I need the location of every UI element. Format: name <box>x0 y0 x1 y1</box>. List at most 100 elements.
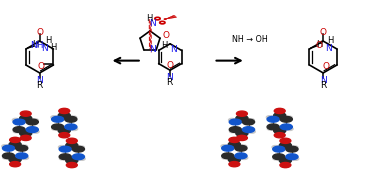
Text: O: O <box>167 61 174 70</box>
Circle shape <box>274 113 286 118</box>
Circle shape <box>229 137 240 142</box>
Circle shape <box>287 116 292 119</box>
Circle shape <box>293 146 298 149</box>
Text: O: O <box>315 41 322 50</box>
Circle shape <box>229 162 240 167</box>
Circle shape <box>267 116 279 122</box>
Text: H: H <box>45 36 52 45</box>
Circle shape <box>280 138 291 143</box>
Circle shape <box>20 131 32 136</box>
Circle shape <box>52 116 64 122</box>
Circle shape <box>241 156 248 159</box>
Circle shape <box>274 128 286 134</box>
Circle shape <box>2 145 8 148</box>
Circle shape <box>58 113 70 118</box>
Circle shape <box>242 127 254 132</box>
Text: O: O <box>38 62 45 71</box>
Circle shape <box>222 153 234 159</box>
Circle shape <box>164 19 166 20</box>
Text: N: N <box>320 76 327 85</box>
Circle shape <box>267 127 273 130</box>
Circle shape <box>9 142 21 147</box>
Circle shape <box>279 142 291 148</box>
Circle shape <box>3 153 15 159</box>
Circle shape <box>3 156 8 159</box>
Polygon shape <box>165 15 175 19</box>
Circle shape <box>267 124 279 130</box>
Circle shape <box>10 137 20 142</box>
Circle shape <box>22 145 28 148</box>
Text: O: O <box>320 28 327 37</box>
Text: N: N <box>170 45 177 54</box>
Circle shape <box>249 130 255 133</box>
Circle shape <box>249 119 254 121</box>
Circle shape <box>66 142 78 148</box>
Circle shape <box>229 119 242 125</box>
Circle shape <box>272 146 279 149</box>
Circle shape <box>292 157 299 160</box>
Circle shape <box>20 135 31 140</box>
Circle shape <box>15 153 28 159</box>
Polygon shape <box>165 16 177 19</box>
Circle shape <box>71 116 77 119</box>
Text: N: N <box>149 45 156 54</box>
Circle shape <box>280 124 292 130</box>
Circle shape <box>229 127 242 132</box>
Circle shape <box>15 145 28 151</box>
Circle shape <box>9 157 21 163</box>
Circle shape <box>287 127 293 131</box>
Circle shape <box>13 119 25 125</box>
Text: N: N <box>149 19 156 28</box>
Circle shape <box>79 146 84 149</box>
Circle shape <box>59 154 71 160</box>
Text: R: R <box>37 81 43 90</box>
Circle shape <box>72 154 84 160</box>
Text: R: R <box>320 81 326 90</box>
Circle shape <box>222 145 234 151</box>
Circle shape <box>280 163 291 168</box>
Circle shape <box>222 156 227 159</box>
Circle shape <box>66 158 78 163</box>
Circle shape <box>67 138 77 143</box>
Circle shape <box>59 108 70 113</box>
Circle shape <box>242 119 254 125</box>
Text: H: H <box>32 40 39 49</box>
Text: NH → OH: NH → OH <box>232 35 268 44</box>
Text: O: O <box>36 28 43 37</box>
Circle shape <box>26 119 38 125</box>
Text: H: H <box>161 41 167 50</box>
Circle shape <box>236 131 248 136</box>
Text: N: N <box>36 76 43 85</box>
Circle shape <box>273 146 285 152</box>
Text: N: N <box>41 44 48 53</box>
Circle shape <box>286 154 298 160</box>
Circle shape <box>228 157 240 163</box>
Circle shape <box>59 133 70 138</box>
Circle shape <box>235 145 247 151</box>
Circle shape <box>67 163 77 168</box>
Text: O: O <box>322 62 329 71</box>
Circle shape <box>59 146 71 152</box>
Circle shape <box>33 119 38 121</box>
Text: NH: NH <box>31 41 44 50</box>
Circle shape <box>52 124 64 130</box>
Circle shape <box>10 162 20 167</box>
Text: O: O <box>163 31 170 40</box>
Circle shape <box>51 116 57 119</box>
Text: N: N <box>325 44 332 53</box>
Circle shape <box>229 130 235 133</box>
Text: H: H <box>327 36 333 45</box>
Circle shape <box>280 116 292 122</box>
Circle shape <box>65 116 77 122</box>
Circle shape <box>279 158 291 163</box>
Text: H: H <box>316 40 323 49</box>
Text: N: N <box>166 73 173 82</box>
Circle shape <box>71 127 77 131</box>
Circle shape <box>229 118 235 122</box>
Circle shape <box>273 154 285 160</box>
Text: H: H <box>146 14 152 23</box>
Circle shape <box>266 116 273 119</box>
Circle shape <box>59 157 65 160</box>
Circle shape <box>3 145 15 151</box>
Circle shape <box>79 157 85 160</box>
